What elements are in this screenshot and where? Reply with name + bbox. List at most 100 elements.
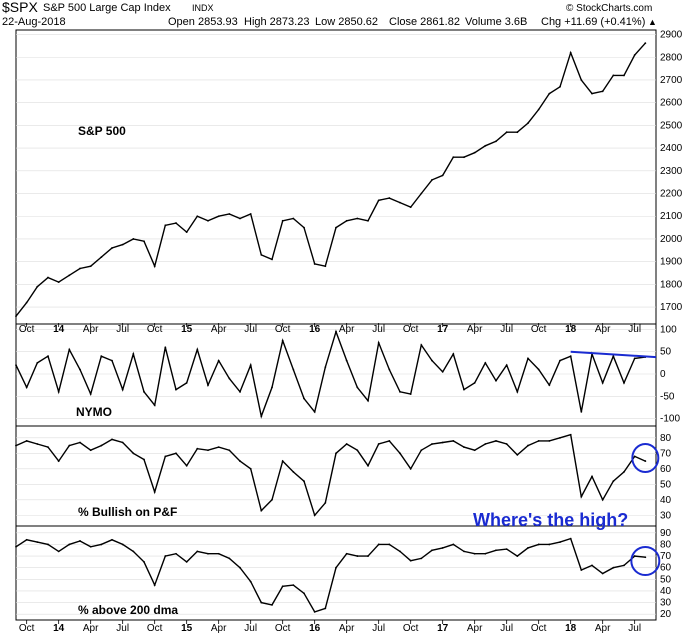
data-point [292,368,295,371]
data-point [185,464,188,467]
data-point [25,386,28,389]
data-point [527,357,529,360]
data-point [377,543,380,546]
data-point [260,509,263,512]
data-point [89,393,92,395]
x-tick-label: Apr [339,324,355,335]
index-name: S&P 500 Large Cap Index [43,2,171,14]
data-point [463,446,465,449]
data-point [132,452,135,455]
data-point [569,355,572,358]
y-tick-label: 90 [660,528,672,539]
data-point [633,357,636,360]
data-point [313,410,316,413]
data-point [495,440,497,442]
data-point [185,231,188,234]
data-point [431,549,433,552]
data-point [569,51,572,54]
data-point [484,361,487,364]
data-point [239,217,241,220]
data-point [399,390,401,393]
y-tick-label: 2200 [660,189,683,200]
data-point [633,54,636,56]
data-point [633,555,636,557]
close-value: Close 2861.82 [389,16,460,28]
data-point [239,566,241,569]
data-point [548,92,551,95]
x-tick-label: Oct [147,623,163,634]
data-point [196,550,199,553]
data-point [516,131,519,134]
y-tick-label: 2600 [660,98,683,109]
data-point [57,390,60,393]
data-point [164,555,167,557]
data-point [271,603,273,606]
data-point [111,438,113,441]
data-point [441,370,444,373]
y-tick-label: 2500 [660,120,683,131]
y-tick-label: 2400 [660,143,683,154]
data-point [249,364,252,366]
data-point [68,348,71,351]
data-point [324,607,327,610]
data-point [143,458,145,461]
x-tick-label: Oct [531,623,547,634]
data-point [473,382,476,384]
data-point [196,215,199,218]
data-point [175,388,177,391]
data-point [153,584,156,587]
data-point [79,441,81,444]
data-point [633,455,636,458]
data-point [217,215,220,218]
data-point [100,256,103,259]
data-point [217,552,220,555]
data-point [580,495,583,498]
panel-label: S&P 500 [78,124,126,138]
x-tick-label: 14 [53,324,65,335]
data-point [207,384,209,387]
data-point [100,543,103,546]
y-tick-label: 20 [660,609,672,620]
data-point [281,460,284,462]
data-point [324,366,327,369]
data-point [601,90,604,93]
y-tick-label: 80 [660,539,672,550]
x-tick-label: 16 [309,623,321,634]
x-tick-label: Jul [244,324,257,335]
data-point [516,453,519,456]
data-point [89,265,92,268]
data-point [399,550,401,553]
data-point [409,393,412,395]
data-point [47,446,49,449]
y-tick-label: 2300 [660,166,683,177]
data-point [36,285,39,288]
data-point [644,460,647,462]
high-value: High 2873.23 [244,16,309,28]
data-point [79,368,81,371]
data-point [143,560,145,563]
y-tick-label: 30 [660,598,672,609]
volume-value: Volume 3.6B [465,16,527,28]
data-point [452,543,455,546]
data-point [79,540,81,542]
data-point [196,447,199,450]
y-tick-label: 40 [660,586,672,597]
data-point [175,552,177,555]
data-point [420,557,423,560]
x-tick-label: 15 [181,324,193,335]
data-point [239,390,241,393]
data-point [441,547,444,549]
data-point [473,151,476,154]
data-point [537,108,540,111]
data-point [505,364,508,366]
x-tick-label: Jul [244,623,257,634]
data-point [409,206,412,209]
data-point [591,564,593,567]
data-point [559,541,561,544]
x-tick-label: 17 [437,623,449,634]
data-point [217,446,220,449]
data-point [623,471,625,473]
y-tick-label: 100 [660,324,677,335]
data-point [100,444,103,447]
